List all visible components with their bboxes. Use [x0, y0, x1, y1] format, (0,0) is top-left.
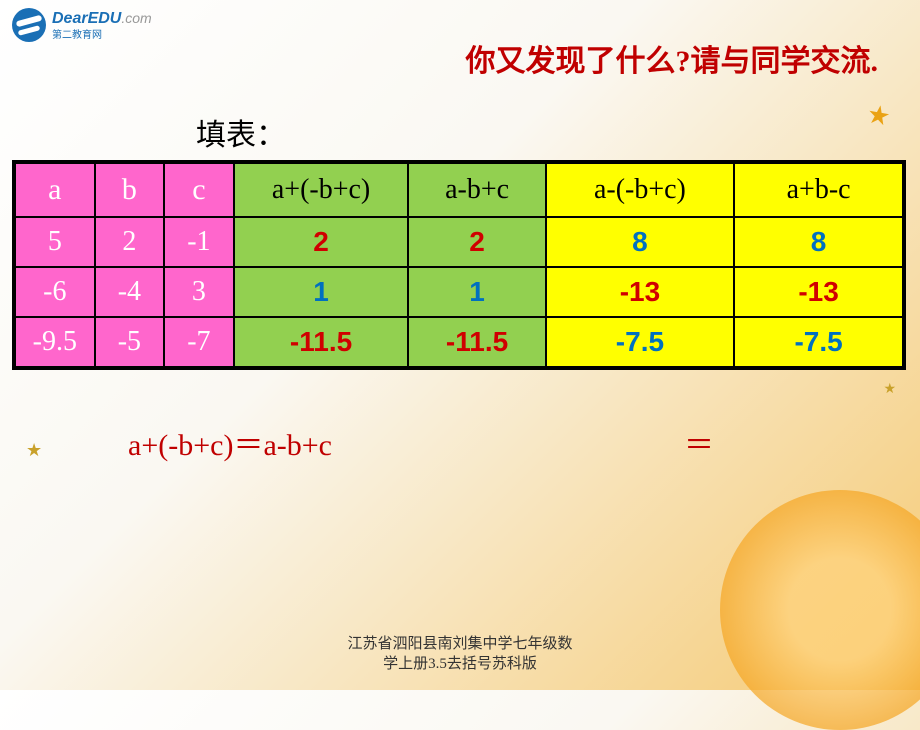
cell-y1: -7.5 [546, 317, 735, 367]
logo-text-cn: 第二教育网 [52, 26, 152, 41]
col-header-a: a [15, 163, 95, 217]
cell-g1: -11.5 [234, 317, 409, 367]
footer-line2: 学上册3.5去括号苏科版 [383, 656, 537, 672]
col-header-b: b [95, 163, 165, 217]
equation-right: ＝ [684, 420, 714, 464]
cell-b: -5 [95, 317, 165, 367]
cell-g2: 1 [408, 267, 545, 317]
cell-g1: 1 [234, 267, 409, 317]
eq-lhs: a+(-b+c)＝ [128, 429, 263, 462]
cell-a: 5 [15, 217, 95, 267]
table-row: -6 -4 3 1 1 -13 -13 [15, 267, 903, 317]
cell-g2: -11.5 [408, 317, 545, 367]
star-decor: ★ [26, 440, 42, 461]
subtitle-text: 填表： [196, 110, 286, 154]
col-header-expr3: a-(-b+c) [546, 163, 735, 217]
cell-a: -9.5 [15, 317, 95, 367]
cell-c: -7 [164, 317, 234, 367]
eq-rhs: a-b+c [263, 429, 332, 462]
fill-table: a b c a+(-b+c) a-b+c a-(-b+c) a+b-c 5 2 … [12, 160, 906, 370]
table-header-row: a b c a+(-b+c) a-b+c a-(-b+c) a+b-c [15, 163, 903, 217]
cell-y2: -13 [734, 267, 903, 317]
star-decor: ★ [864, 98, 892, 133]
table-row: 5 2 -1 2 2 8 8 [15, 217, 903, 267]
cell-c: -1 [164, 217, 234, 267]
cell-c: 3 [164, 267, 234, 317]
col-header-c: c [164, 163, 234, 217]
logo-icon [12, 8, 46, 42]
cell-g1: 2 [234, 217, 409, 267]
cell-g2: 2 [408, 217, 545, 267]
cell-b: 2 [95, 217, 165, 267]
footer-line1: 江苏省泗阳县南刘集中学七年级数 [347, 636, 572, 652]
bg-orange-decor [720, 490, 920, 730]
col-header-expr4: a+b-c [734, 163, 903, 217]
col-header-expr2: a-b+c [408, 163, 545, 217]
site-logo: DearEDU.com 第二教育网 [12, 8, 152, 42]
logo-text-suffix: .com [121, 10, 151, 26]
logo-text-main: DearEDU [52, 10, 121, 27]
cell-y2: -7.5 [734, 317, 903, 367]
cell-y1: 8 [546, 217, 735, 267]
question-text: 你又发现了什么?请与同学交流. [466, 36, 879, 80]
cell-y1: -13 [546, 267, 735, 317]
cell-y2: 8 [734, 217, 903, 267]
cell-b: -4 [95, 267, 165, 317]
col-header-expr1: a+(-b+c) [234, 163, 409, 217]
cell-a: -6 [15, 267, 95, 317]
star-decor: ★ [883, 380, 896, 397]
table-row: -9.5 -5 -7 -11.5 -11.5 -7.5 -7.5 [15, 317, 903, 367]
equation-left: a+(-b+c)＝a-b+c [128, 420, 332, 464]
slide-footer: 江苏省泗阳县南刘集中学七年级数 学上册3.5去括号苏科版 [0, 635, 920, 674]
